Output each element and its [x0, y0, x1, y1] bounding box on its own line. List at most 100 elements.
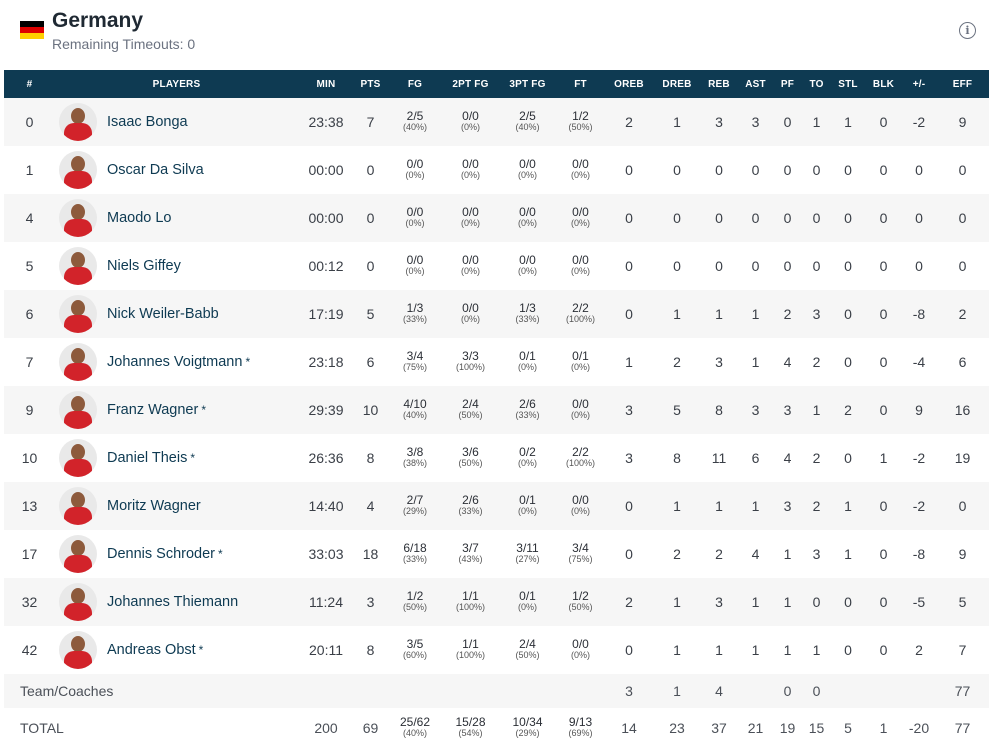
player-name-link[interactable]: Maodo Lo — [107, 210, 172, 226]
ft-pct: (100%) — [565, 458, 595, 468]
fg2-pct: (0%) — [460, 218, 480, 228]
stat-stl: 0 — [831, 290, 865, 338]
column-header-reb[interactable]: REB — [700, 70, 738, 98]
player-row[interactable]: 9 Franz Wagner * 29:39 10 4/10 (40%) 2/4 (50%) 2/… — [4, 386, 989, 434]
player-row[interactable]: 17 Dennis Schroder * 33:03 18 6/18 (33%) 3/7 (43… — [4, 530, 989, 578]
player-avatar[interactable] — [59, 487, 97, 525]
player-row[interactable]: 13 Moritz Wagner 14:40 4 2/7 (29%) 2/6 (33%) 0/1… — [4, 482, 989, 530]
stat-stl: 1 — [831, 530, 865, 578]
fg3-made: 3/11 — [516, 541, 539, 555]
fg-made: 0/0 — [406, 253, 424, 267]
info-icon[interactable]: i — [959, 22, 976, 39]
team-dreb: 1 — [654, 674, 700, 708]
fg-made: 1/3 — [406, 301, 424, 315]
fg2-made: 0/0 — [462, 301, 479, 315]
player-avatar[interactable] — [59, 151, 97, 189]
starter-marker: * — [218, 547, 223, 561]
fg3-pct: (27%) — [515, 554, 540, 564]
column-header-3pt-fg[interactable]: 3PT FG — [498, 70, 557, 98]
column-header-plusminus[interactable]: +/- — [902, 70, 936, 98]
ft-pct: (50%) — [568, 122, 593, 132]
column-header-fg[interactable]: FG — [387, 70, 443, 98]
fg3-pct: (0%) — [517, 218, 537, 228]
player-avatar[interactable] — [59, 535, 97, 573]
column-header-players[interactable]: PLAYERS — [55, 70, 298, 98]
minutes: 20:11 — [298, 626, 354, 674]
player-avatar[interactable] — [59, 439, 97, 477]
player-name-link[interactable]: Isaac Bonga — [107, 114, 188, 130]
stat-ast: 0 — [738, 194, 773, 242]
player-name-link[interactable]: Moritz Wagner — [107, 498, 201, 514]
player-name-link[interactable]: Andreas Obst — [107, 642, 196, 658]
column-header-ast[interactable]: AST — [738, 70, 773, 98]
player-name-link[interactable]: Dennis Schroder — [107, 546, 215, 562]
stat-stl: 0 — [831, 338, 865, 386]
fg3-made: 2/6 — [519, 397, 536, 411]
player-row[interactable]: 42 Andreas Obst * 20:11 8 3/5 (60%) 1/1 (100%) 2/… — [4, 626, 989, 674]
column-header-number[interactable]: # — [4, 70, 55, 98]
player-avatar[interactable] — [59, 631, 97, 669]
player-avatar[interactable] — [59, 343, 97, 381]
player-number: 9 — [4, 386, 55, 434]
column-header-to[interactable]: TO — [802, 70, 831, 98]
ft: 2/2 (100%) — [557, 434, 604, 482]
ft-pct: (50%) — [568, 602, 593, 612]
fg2-made: 0/0 — [462, 109, 479, 123]
fg: 2/7 (29%) — [387, 482, 443, 530]
player-number: 17 — [4, 530, 55, 578]
column-header-blk[interactable]: BLK — [865, 70, 902, 98]
total-pf: 19 — [773, 708, 802, 748]
fg: 3/8 (38%) — [387, 434, 443, 482]
ft-pct: (0%) — [570, 266, 590, 276]
column-header-pts[interactable]: PTS — [354, 70, 387, 98]
fg2-pct: (0%) — [460, 314, 480, 324]
player-name-link[interactable]: Johannes Voigtmann — [107, 354, 243, 370]
player-row[interactable]: 1 Oscar Da Silva 00:00 0 0/0 (0%) 0/0 (0%) 0/0 (0… — [4, 146, 989, 194]
player-avatar[interactable] — [59, 391, 97, 429]
column-header-dreb[interactable]: DREB — [654, 70, 700, 98]
points: 18 — [354, 530, 387, 578]
player-avatar[interactable] — [59, 103, 97, 141]
player-name-link[interactable]: Daniel Theis — [107, 450, 188, 466]
column-header-2pt-fg[interactable]: 2PT FG — [443, 70, 498, 98]
player-row[interactable]: 5 Niels Giffey 00:12 0 0/0 (0%) 0/0 (0%) 0/0 (0%)… — [4, 242, 989, 290]
team-ast — [738, 674, 773, 708]
boxscore-table: # PLAYERS MIN PTS FG 2PT FG 3PT FG FT OREB DREB RE… — [4, 70, 989, 748]
column-header-eff[interactable]: EFF — [936, 70, 989, 98]
player-row[interactable]: 7 Johannes Voigtmann * 23:18 6 3/4 (75%) 3/3 (10… — [4, 338, 989, 386]
player-row[interactable]: 0 Isaac Bonga 23:38 7 2/5 (40%) 0/0 (0%) 2/5 (40%… — [4, 98, 989, 146]
player-number: 1 — [4, 146, 55, 194]
fg: 0/0 (0%) — [387, 194, 443, 242]
column-header-oreb[interactable]: OREB — [604, 70, 654, 98]
stat-ast: 3 — [738, 98, 773, 146]
team-eff: 77 — [936, 674, 989, 708]
column-header-min[interactable]: MIN — [298, 70, 354, 98]
stat-ast: 1 — [738, 338, 773, 386]
stat-pf: 0 — [773, 194, 802, 242]
player-row[interactable]: 6 Nick Weiler-Babb 17:19 5 1/3 (33%) 0/0 (0%) 1/… — [4, 290, 989, 338]
stat-pm: -2 — [902, 98, 936, 146]
column-header-stl[interactable]: STL — [831, 70, 865, 98]
player-avatar[interactable] — [59, 247, 97, 285]
column-header-ft[interactable]: FT — [557, 70, 604, 98]
player-name-link[interactable]: Niels Giffey — [107, 258, 181, 274]
stat-pm: 9 — [902, 386, 936, 434]
player-avatar[interactable] — [59, 583, 97, 621]
player-name-link[interactable]: Nick Weiler-Babb — [107, 306, 219, 322]
stat-pf: 3 — [773, 386, 802, 434]
player-name-link[interactable]: Johannes Thiemann — [107, 594, 239, 610]
fg3-pct: (40%) — [515, 122, 540, 132]
total-fg: 25/62 (40%) — [387, 708, 443, 748]
player-row[interactable]: 10 Daniel Theis * 26:36 8 3/8 (38%) 3/6 (50%) 0/2… — [4, 434, 989, 482]
fg3: 0/0 (0%) — [498, 146, 557, 194]
stat-pm: -2 — [902, 434, 936, 482]
total-fg3-made: 10/34 — [512, 715, 543, 729]
total-fg2: 15/28 (54%) — [443, 708, 498, 748]
player-row[interactable]: 4 Maodo Lo 00:00 0 0/0 (0%) 0/0 (0%) 0/0 (0%) 0/0(… — [4, 194, 989, 242]
player-name-link[interactable]: Franz Wagner — [107, 402, 199, 418]
player-name-link[interactable]: Oscar Da Silva — [107, 162, 204, 178]
player-avatar[interactable] — [59, 199, 97, 237]
column-header-pf[interactable]: PF — [773, 70, 802, 98]
player-row[interactable]: 32 Johannes Thiemann 11:24 3 1/2 (50%) 1/1 (100… — [4, 578, 989, 626]
player-avatar[interactable] — [59, 295, 97, 333]
